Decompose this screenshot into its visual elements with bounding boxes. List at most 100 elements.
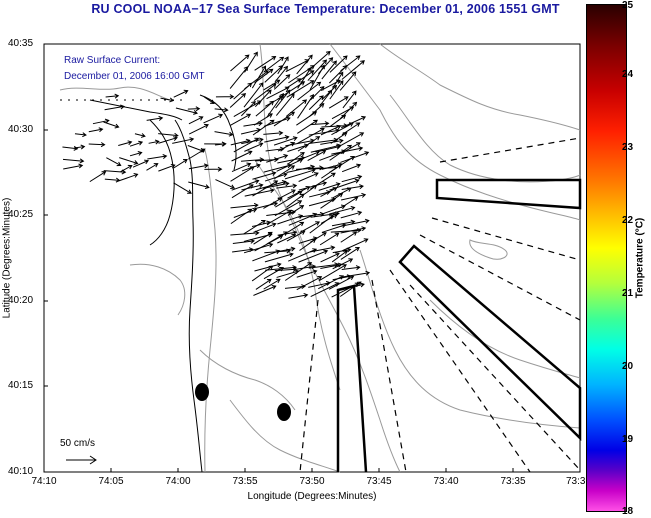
x-tick-label: 74:05	[98, 476, 124, 487]
y-tick-label: 40:35	[8, 38, 34, 49]
coastline-path	[89, 99, 183, 121]
current-vector	[274, 200, 303, 217]
current-vector	[284, 262, 313, 281]
current-vector	[277, 230, 298, 236]
current-vector	[287, 221, 305, 233]
current-vector	[331, 250, 348, 263]
current-vector	[266, 154, 289, 163]
current-vector	[342, 238, 369, 252]
current-vector	[341, 184, 364, 190]
current-vector	[340, 115, 367, 129]
current-vector	[158, 163, 176, 172]
y-tick-label: 40:25	[8, 209, 34, 220]
coastline	[89, 94, 237, 473]
current-vector	[148, 139, 160, 145]
buoy-marker	[277, 403, 291, 421]
colorbar-tick-label: 24	[622, 69, 634, 80]
current-vector	[233, 100, 262, 117]
contour-line	[379, 43, 581, 131]
current-vector	[331, 146, 364, 155]
lane-boundary	[299, 299, 319, 473]
current-vector	[173, 89, 189, 98]
y-tick-label: 40:10	[8, 466, 34, 477]
current-vector	[147, 154, 168, 160]
current-vector	[275, 89, 291, 109]
contour-line	[429, 299, 581, 379]
current-annotation-date: December 01, 2006 16:00 GMT	[64, 71, 205, 82]
current-vector	[275, 93, 295, 116]
x-tick-label: 73:45	[366, 476, 392, 487]
contour-line	[359, 249, 581, 429]
current-vector	[254, 56, 277, 71]
current-vector	[117, 173, 139, 182]
current-vector	[214, 141, 227, 147]
current-vector	[340, 226, 367, 234]
current-vector	[252, 119, 275, 136]
current-vector	[296, 54, 313, 75]
current-vector	[297, 119, 318, 134]
current-vector	[296, 127, 325, 144]
colorbar-label: Temperature (°C)	[634, 217, 646, 299]
x-tick-label: 74:00	[165, 476, 191, 487]
current-vector	[203, 113, 224, 124]
contour-line	[469, 239, 508, 260]
current-vector	[120, 164, 133, 173]
current-vector	[172, 137, 195, 144]
colorbar-tick-label: 22	[622, 215, 634, 226]
shipping-lanes	[336, 178, 582, 473]
current-vector	[341, 265, 361, 271]
current-vector	[254, 89, 272, 108]
current-vector	[320, 187, 338, 198]
current-vector	[286, 193, 305, 208]
current-vector	[266, 209, 293, 225]
current-vector	[340, 231, 358, 243]
current-vector	[253, 83, 277, 102]
buoy-marker	[195, 383, 209, 401]
current-vector	[188, 148, 206, 160]
current-vector	[296, 269, 318, 278]
current-vector	[230, 166, 255, 182]
current-vector	[230, 208, 253, 225]
current-vector	[298, 172, 319, 182]
current-vector	[340, 210, 363, 219]
current-vector	[214, 131, 234, 137]
current-vector	[286, 99, 308, 117]
current-vector	[329, 144, 352, 161]
current-vector	[273, 111, 296, 127]
current-vector	[321, 60, 337, 80]
current-vector	[339, 281, 362, 297]
current-vector	[288, 248, 318, 262]
current-vector	[103, 121, 120, 129]
current-vector	[318, 264, 347, 282]
current-vector	[88, 142, 106, 148]
current-vector	[284, 168, 316, 180]
current-vector	[231, 179, 260, 191]
current-vector	[229, 113, 252, 126]
current-vector	[243, 219, 266, 235]
current-vector	[274, 165, 296, 180]
current-vector	[295, 165, 324, 171]
current-vector	[320, 138, 344, 145]
current-vector	[340, 192, 367, 201]
colorbar-tick-label: 18	[622, 506, 634, 517]
current-vector	[318, 275, 345, 290]
current-vector	[231, 162, 252, 172]
current-vector	[253, 285, 277, 296]
current-vector	[287, 186, 311, 199]
current-vector	[158, 136, 178, 144]
current-vector	[298, 249, 329, 263]
current-annotation-label: Raw Surface Current:	[64, 55, 161, 66]
current-vector	[309, 245, 336, 253]
current-vector	[160, 97, 175, 103]
current-vector	[321, 223, 347, 233]
current-vector	[321, 164, 342, 179]
current-vector	[329, 114, 347, 127]
current-vector	[318, 182, 341, 191]
current-vector	[173, 159, 188, 169]
current-vector	[89, 171, 107, 183]
current-vector	[341, 60, 365, 80]
contour-line	[229, 399, 341, 473]
x-tick-label: 73:55	[232, 476, 258, 487]
current-vector	[330, 132, 348, 144]
current-vector	[320, 192, 344, 209]
